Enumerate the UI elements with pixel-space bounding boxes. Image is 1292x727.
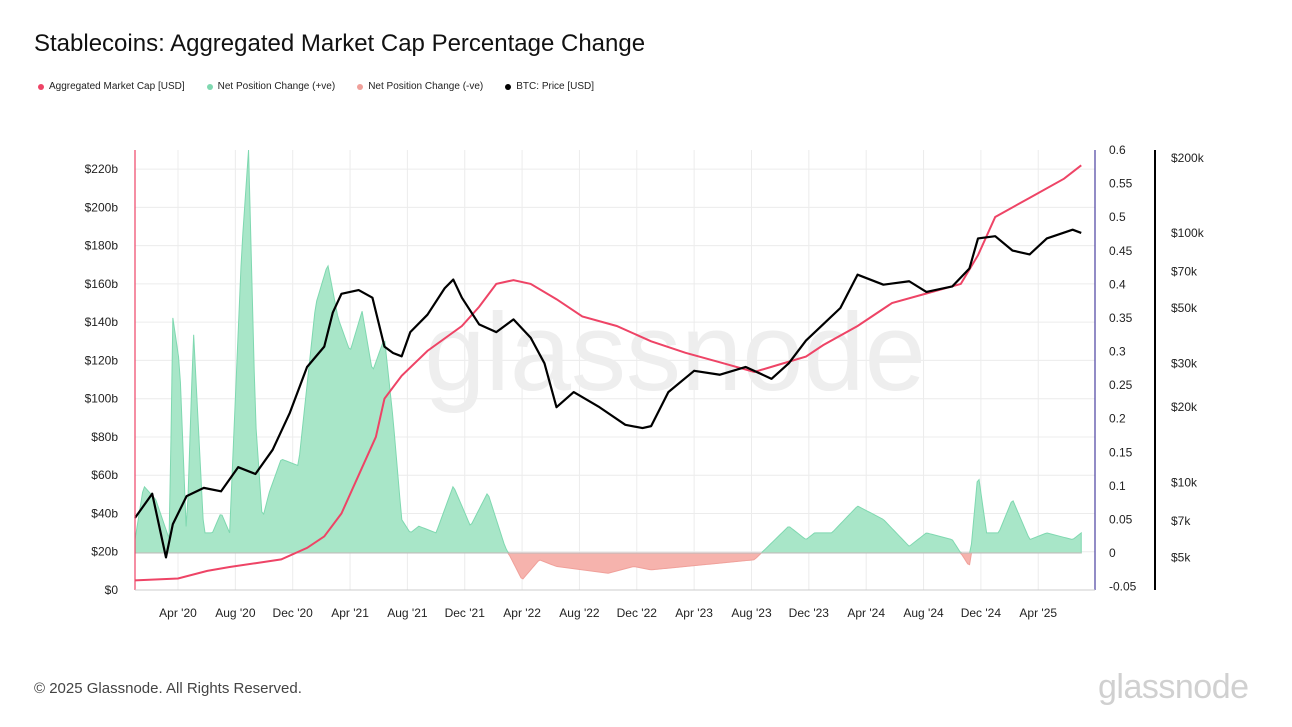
y-left-tick-label: $60b <box>91 468 118 482</box>
y-right-tick-label: 0.1 <box>1109 479 1126 493</box>
y-left-tick-label: $160b <box>85 277 119 291</box>
x-tick-label: Apr '23 <box>675 606 713 620</box>
x-tick-label: Dec '22 <box>617 606 658 620</box>
legend-label-btc-price: BTC: Price [USD] <box>516 81 595 92</box>
y-right-tick-label: 0.25 <box>1109 378 1133 392</box>
x-tick-label: Aug '22 <box>559 606 600 620</box>
legend-dot-negative-change <box>357 83 364 90</box>
y-btc-tick-label: $100k <box>1171 226 1205 240</box>
legend-item-positive-change[interactable]: Net Position Change (+ve) <box>206 81 336 92</box>
legend-item-negative-change[interactable]: Net Position Change (-ve) <box>357 81 483 92</box>
y-right-tick-label: 0.05 <box>1109 512 1133 526</box>
net-position-negative-area <box>135 552 1082 580</box>
legend-label-negative-change: Net Position Change (-ve) <box>368 81 484 92</box>
y-btc-tick-label: $5k <box>1171 550 1191 564</box>
watermark: glassnode <box>424 291 926 414</box>
y-right-tick-label: 0.5 <box>1109 210 1126 224</box>
y-btc-tick-label: $7k <box>1171 514 1191 528</box>
y-btc-tick-label: $50k <box>1171 301 1198 315</box>
series-lines <box>134 164 1082 582</box>
y-left-tick-label: $180b <box>85 239 119 253</box>
y-right-tick-label: 0.35 <box>1109 311 1133 325</box>
legend-label-market-cap: Aggregated Market Cap [USD] <box>49 81 185 92</box>
btc-price-line <box>134 228 1082 559</box>
legend-dot-market-cap <box>38 83 44 90</box>
y-right-tick-label: 0.45 <box>1109 244 1133 258</box>
y-btc-tick-label: $200k <box>1171 151 1205 165</box>
y-left-tick-label: $20b <box>91 545 118 559</box>
tick-labels: Apr '20 Aug '20 Dec '20 Apr '21 Aug '21 Dec '… <box>85 143 1205 620</box>
legend-dot-btc-price <box>505 83 512 90</box>
y-left-tick-label: $200b <box>85 200 119 214</box>
y-right-tick-label: 0.4 <box>1109 277 1126 291</box>
y-right-tick-label: -0.05 <box>1109 580 1137 594</box>
legend-label-positive-change: Net Position Change (+ve) <box>217 81 336 92</box>
x-tick-label: Apr '21 <box>331 606 369 620</box>
y-right-tick-label: 0.55 <box>1109 177 1133 191</box>
y-btc-tick-label: $10k <box>1171 475 1198 489</box>
x-tick-label: Aug '21 <box>387 606 428 620</box>
legend: Aggregated Market Cap [USD] Net Position… <box>38 81 594 92</box>
x-tick-label: Dec '20 <box>273 606 314 620</box>
y-right-tick-label: 0.2 <box>1109 412 1126 426</box>
y-right-tick-label: 0.15 <box>1109 445 1133 459</box>
x-tick-label: Aug '24 <box>903 606 944 620</box>
x-tick-label: Apr '20 <box>159 606 197 620</box>
legend-item-btc-price[interactable]: BTC: Price [USD] <box>505 81 594 92</box>
y-left-tick-label: $40b <box>91 506 118 520</box>
x-tick-label: Apr '22 <box>503 606 541 620</box>
copyright-footer: © 2025 Glassnode. All Rights Reserved. <box>34 680 302 697</box>
y-left-tick-label: $100b <box>85 392 119 406</box>
axes <box>134 150 1156 591</box>
y-btc-tick-label: $30k <box>1171 356 1198 370</box>
y-right-tick-label: 0.3 <box>1109 345 1126 359</box>
y-left-tick-label: $140b <box>85 315 119 329</box>
y-left-tick-label: $0 <box>105 583 119 597</box>
chart-title: Stablecoins: Aggregated Market Cap Perce… <box>34 30 646 57</box>
x-tick-label: Dec '24 <box>961 606 1002 620</box>
x-tick-label: Apr '25 <box>1019 606 1057 620</box>
y-left-tick-label: $80b <box>91 430 118 444</box>
x-tick-label: Dec '23 <box>789 606 830 620</box>
y-btc-tick-label: $20k <box>1171 400 1198 414</box>
x-tick-label: Dec '21 <box>445 606 486 620</box>
y-right-tick-label: 0 <box>1109 546 1116 560</box>
y-left-tick-label: $120b <box>85 353 119 367</box>
y-btc-tick-label: $70k <box>1171 265 1198 279</box>
net-position-area <box>134 149 1082 580</box>
legend-item-market-cap[interactable]: Aggregated Market Cap [USD] <box>38 81 185 92</box>
market-cap-line <box>134 164 1082 582</box>
brand-logo: glassnode <box>1098 668 1249 706</box>
legend-dot-positive-change <box>206 83 213 90</box>
x-tick-label: Aug '20 <box>215 606 256 620</box>
y-left-tick-label: $220b <box>85 162 119 176</box>
y-right-tick-label: 0.6 <box>1109 143 1126 157</box>
x-tick-label: Aug '23 <box>731 606 772 620</box>
x-tick-label: Apr '24 <box>847 606 885 620</box>
